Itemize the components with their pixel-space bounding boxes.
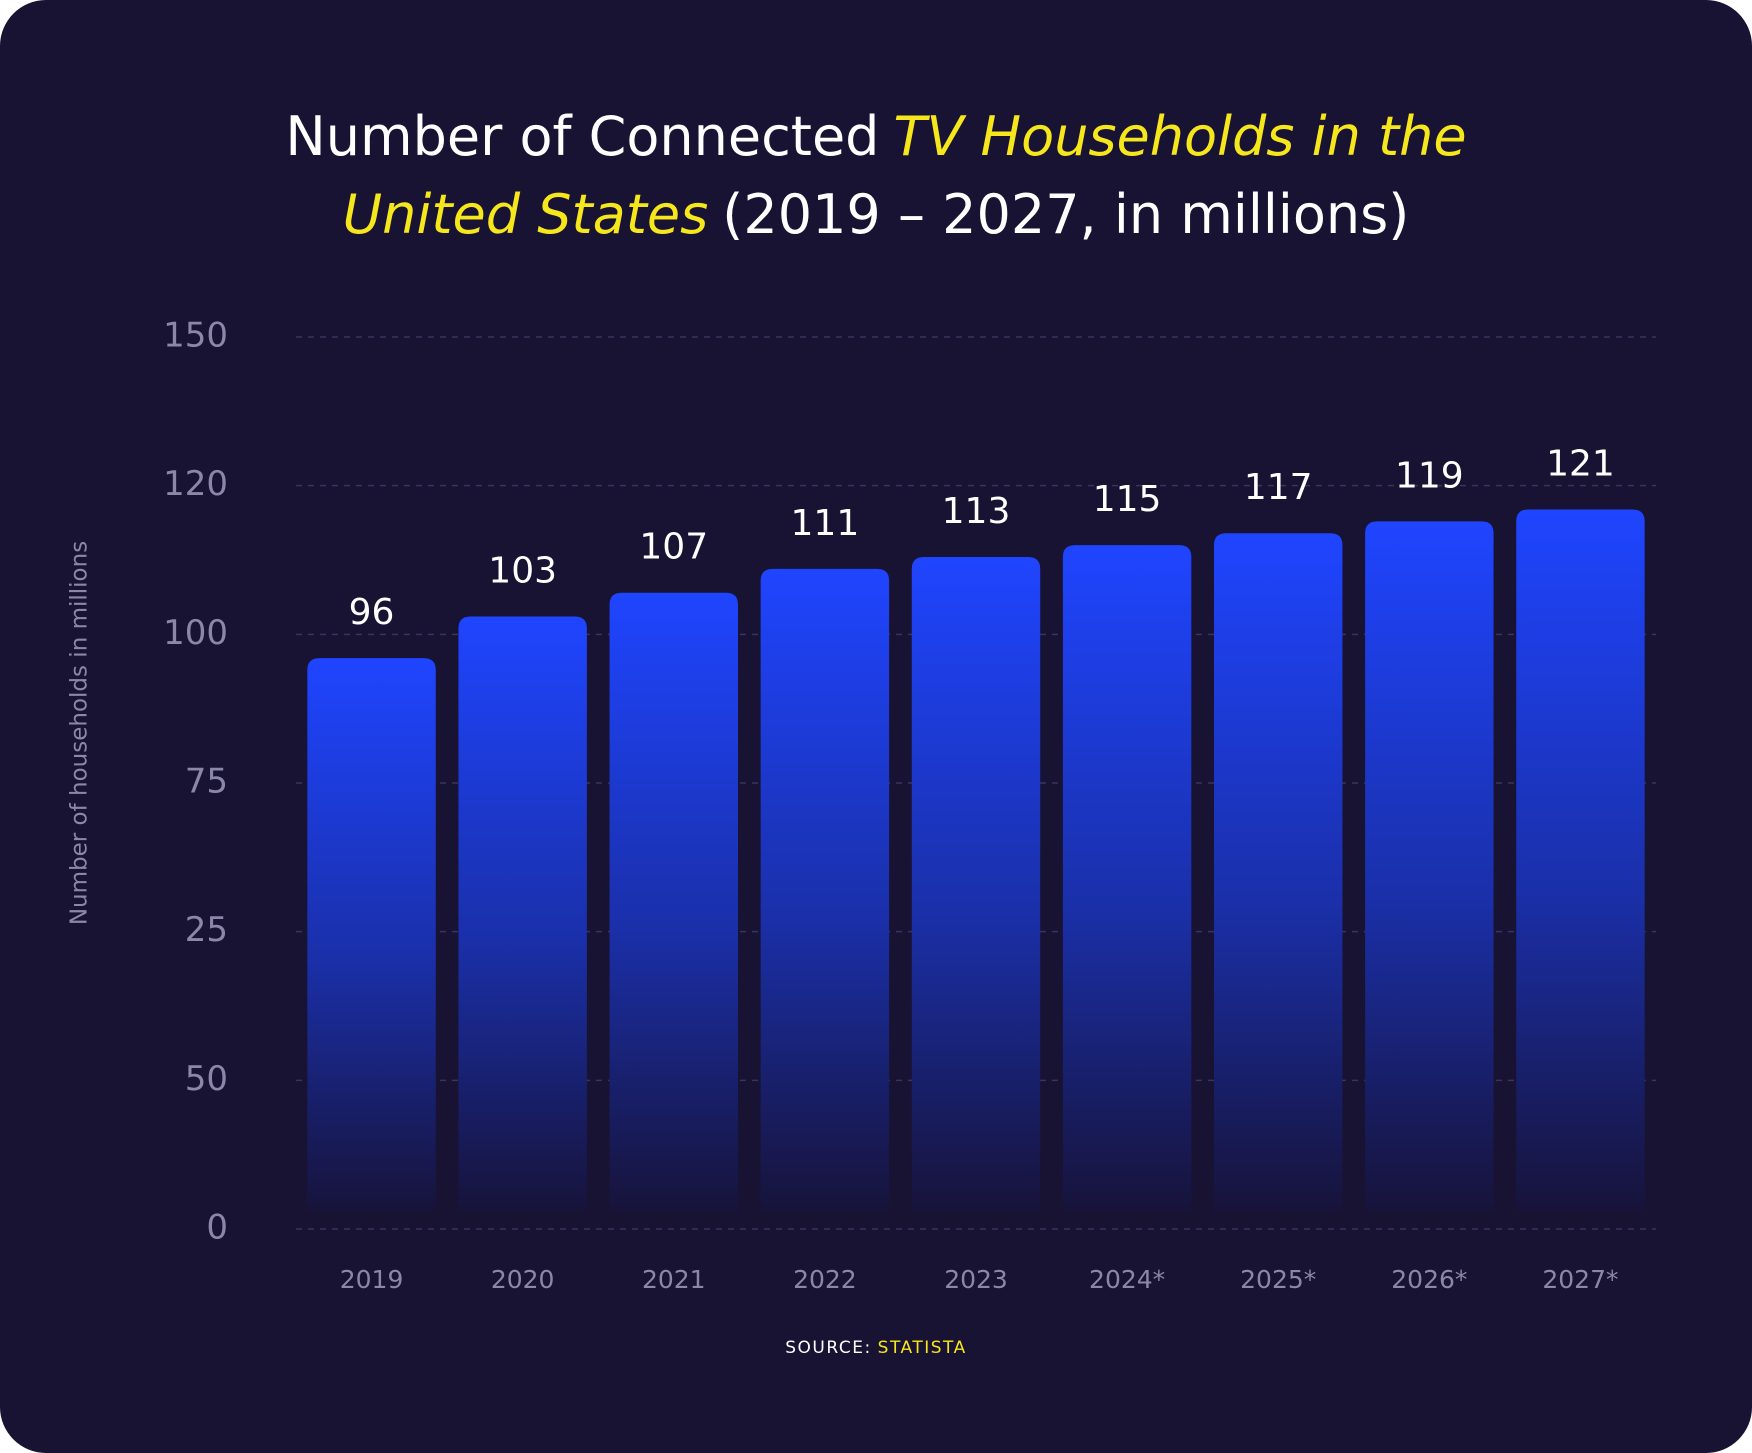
value-label: 96 xyxy=(349,592,395,633)
bar xyxy=(1365,521,1494,1211)
y-axis-label: Number of households in millions xyxy=(67,541,93,925)
bar xyxy=(1062,545,1192,1211)
source-label: SOURCE: xyxy=(785,1338,871,1358)
bar xyxy=(609,592,738,1211)
bar xyxy=(1516,509,1645,1211)
title-text: Number of Connected xyxy=(285,105,879,168)
value-label: 107 xyxy=(639,527,708,568)
title-line: Number of Connected TV Households in the xyxy=(285,105,1466,168)
x-tick-label: 2019 xyxy=(340,1265,404,1294)
value-label: 117 xyxy=(1244,467,1313,508)
y-tick-label: 0 xyxy=(206,1208,228,1248)
x-tick-label: 2025* xyxy=(1240,1265,1316,1294)
source-name: STATISTA xyxy=(878,1338,967,1358)
y-tick-label: 120 xyxy=(163,464,228,504)
value-label: 121 xyxy=(1546,443,1615,484)
x-tick-label: 2022 xyxy=(793,1265,857,1294)
y-tick-label: 75 xyxy=(185,762,228,802)
y-tick-label: 150 xyxy=(163,316,228,356)
title-text: (2019 – 2027, in millions) xyxy=(722,183,1409,246)
x-tick-label: 2023 xyxy=(944,1265,1008,1294)
source: SOURCE: STATISTA xyxy=(785,1338,966,1358)
x-tick-label: 2021 xyxy=(642,1265,706,1294)
value-label: 103 xyxy=(488,550,557,591)
value-label: 113 xyxy=(942,491,1011,532)
title-highlight: TV Households in the xyxy=(893,105,1466,168)
value-label: 115 xyxy=(1093,479,1162,520)
chart-title: Number of Connected TV Households in the … xyxy=(285,105,1466,246)
value-label: 119 xyxy=(1395,455,1464,496)
bar xyxy=(760,568,890,1211)
x-tick-label: 2020 xyxy=(491,1265,555,1294)
y-tick-label: 25 xyxy=(185,910,228,950)
title-line: United States (2019 – 2027, in millions) xyxy=(343,183,1410,246)
x-tick-label: 2027* xyxy=(1542,1265,1618,1294)
title-highlight: United States xyxy=(343,183,709,246)
x-tick-label: 2024* xyxy=(1089,1265,1165,1294)
bar xyxy=(307,658,436,1211)
y-tick-label: 50 xyxy=(185,1059,228,1099)
y-tick-label: 100 xyxy=(163,613,228,653)
bar xyxy=(458,616,587,1211)
bar xyxy=(1214,533,1343,1211)
value-label: 111 xyxy=(791,503,860,544)
bar xyxy=(911,557,1041,1211)
x-tick-label: 2026* xyxy=(1391,1265,1467,1294)
